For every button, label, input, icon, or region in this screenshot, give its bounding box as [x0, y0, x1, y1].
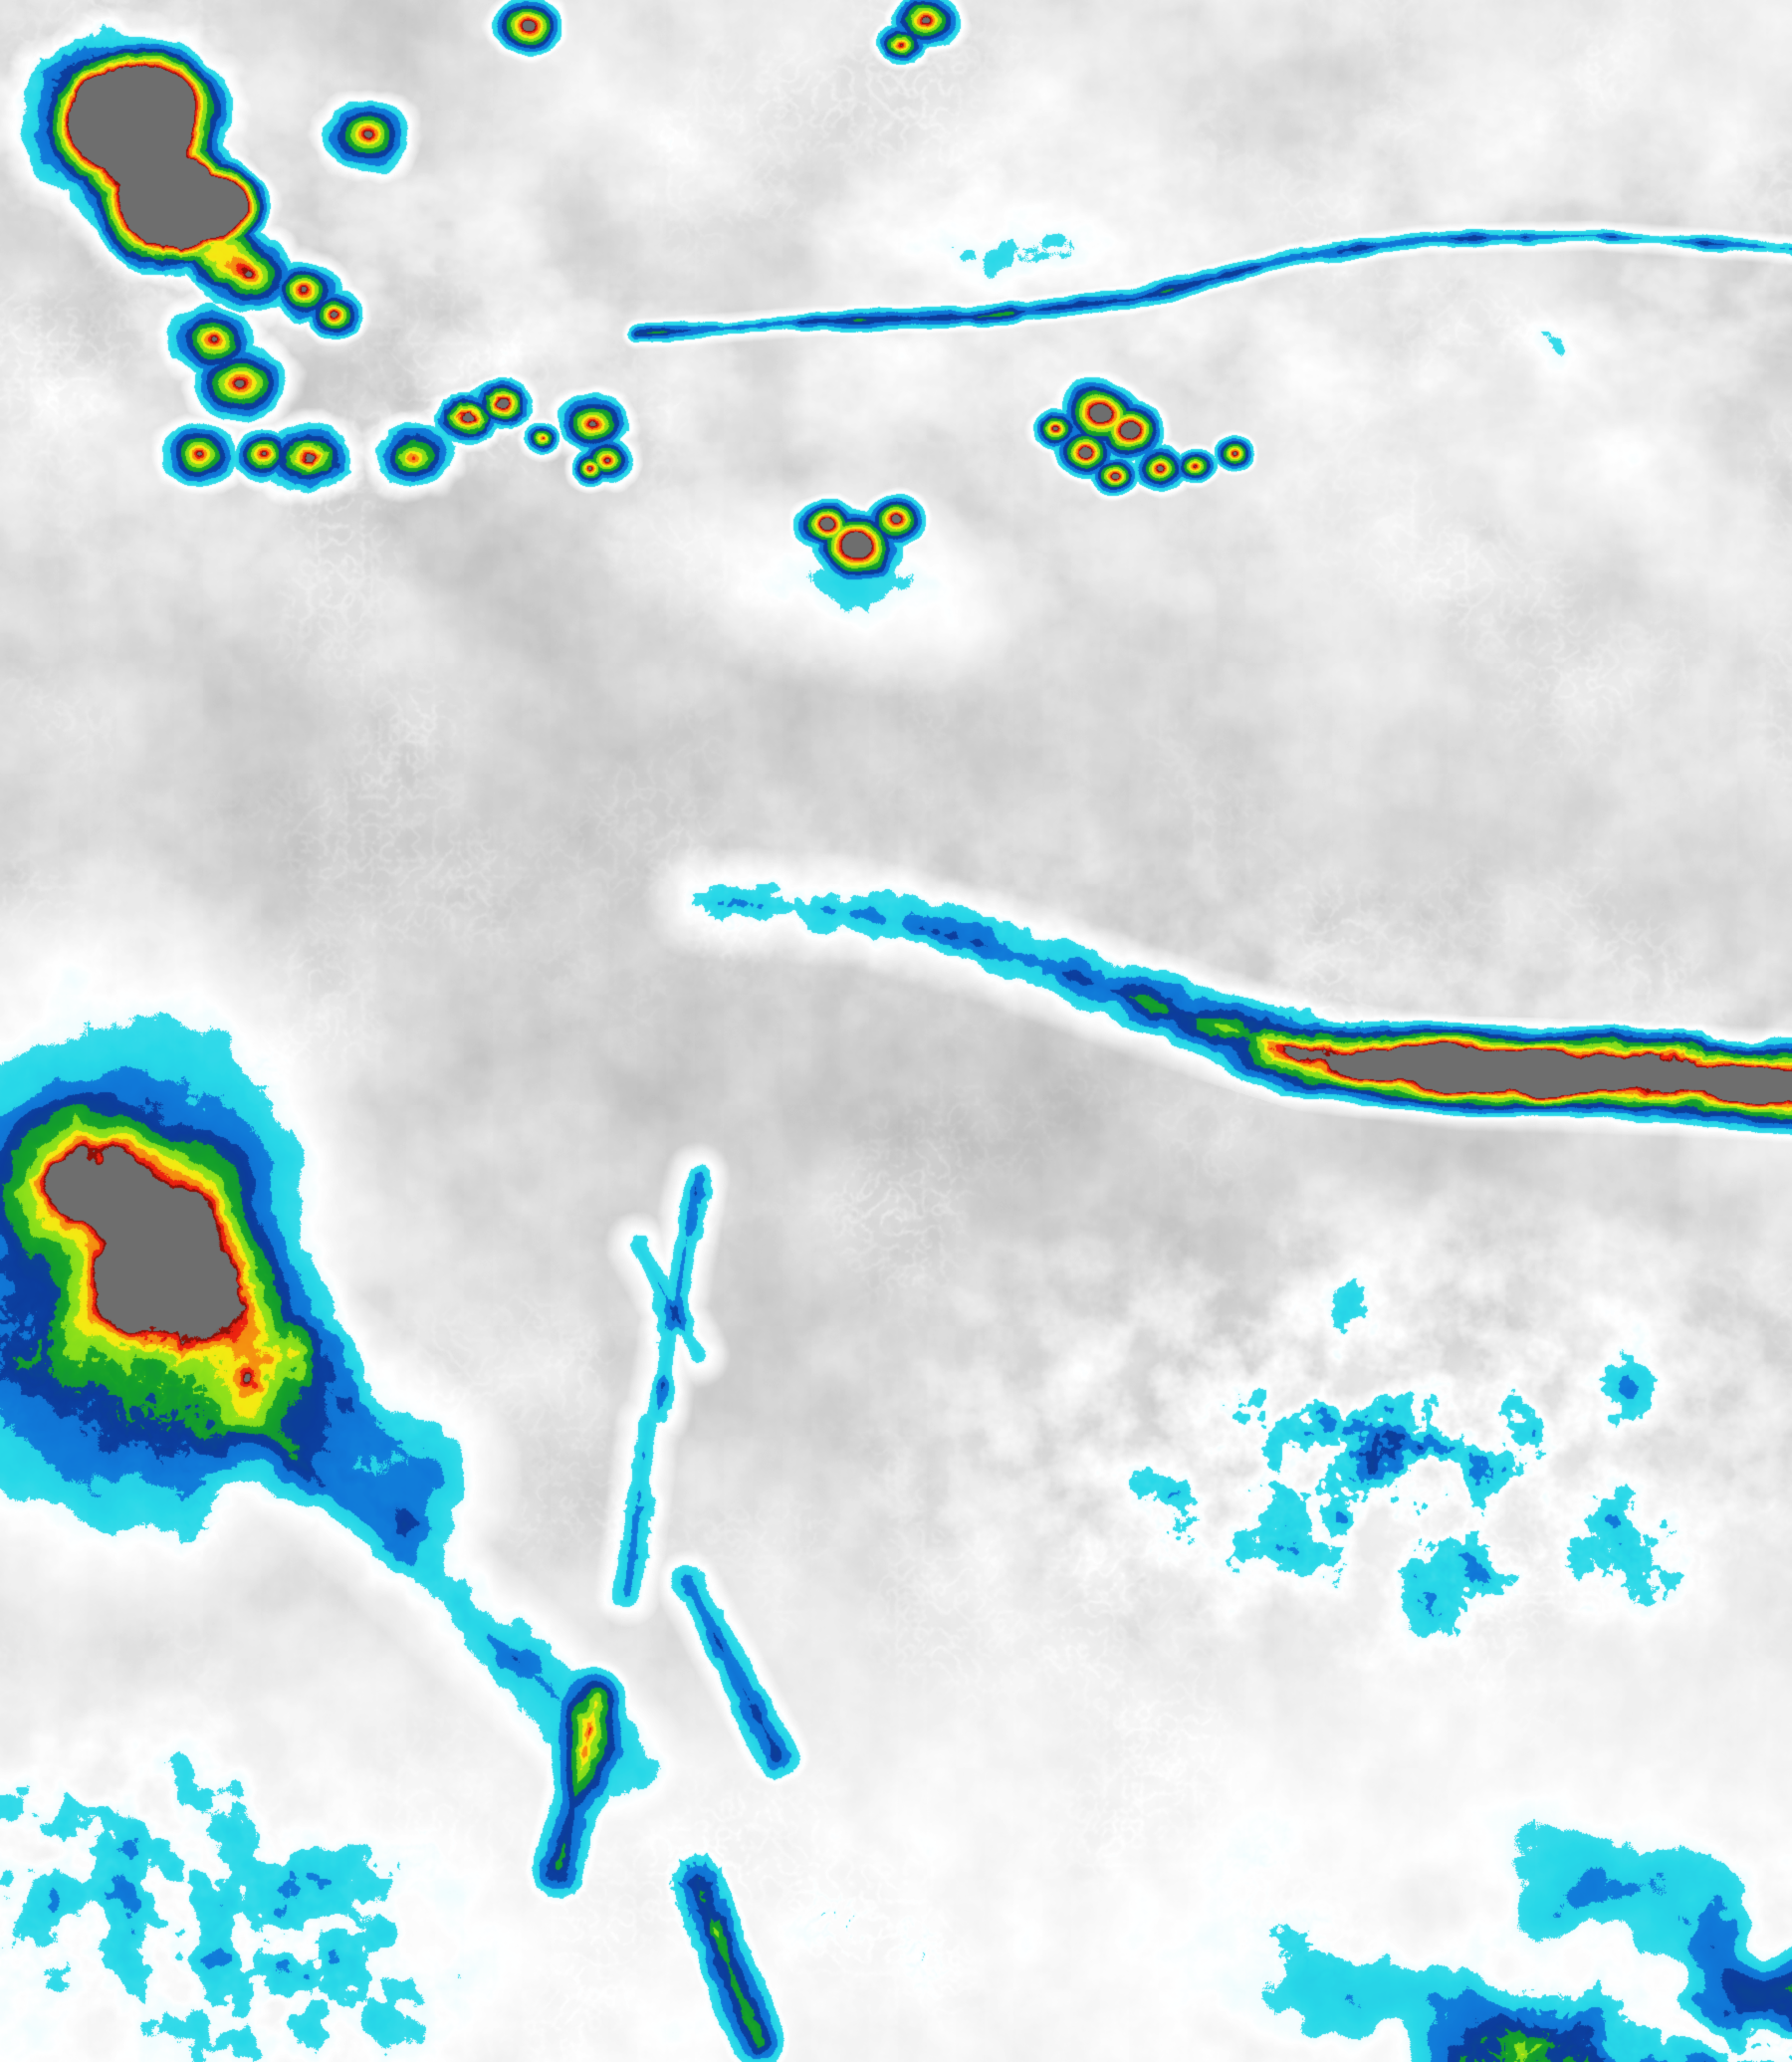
satellite-image-overlay: [0, 0, 1792, 2062]
satellite-image-canvas: [0, 0, 1792, 2062]
enhanced-ir-cloud-field: [0, 0, 1792, 2062]
